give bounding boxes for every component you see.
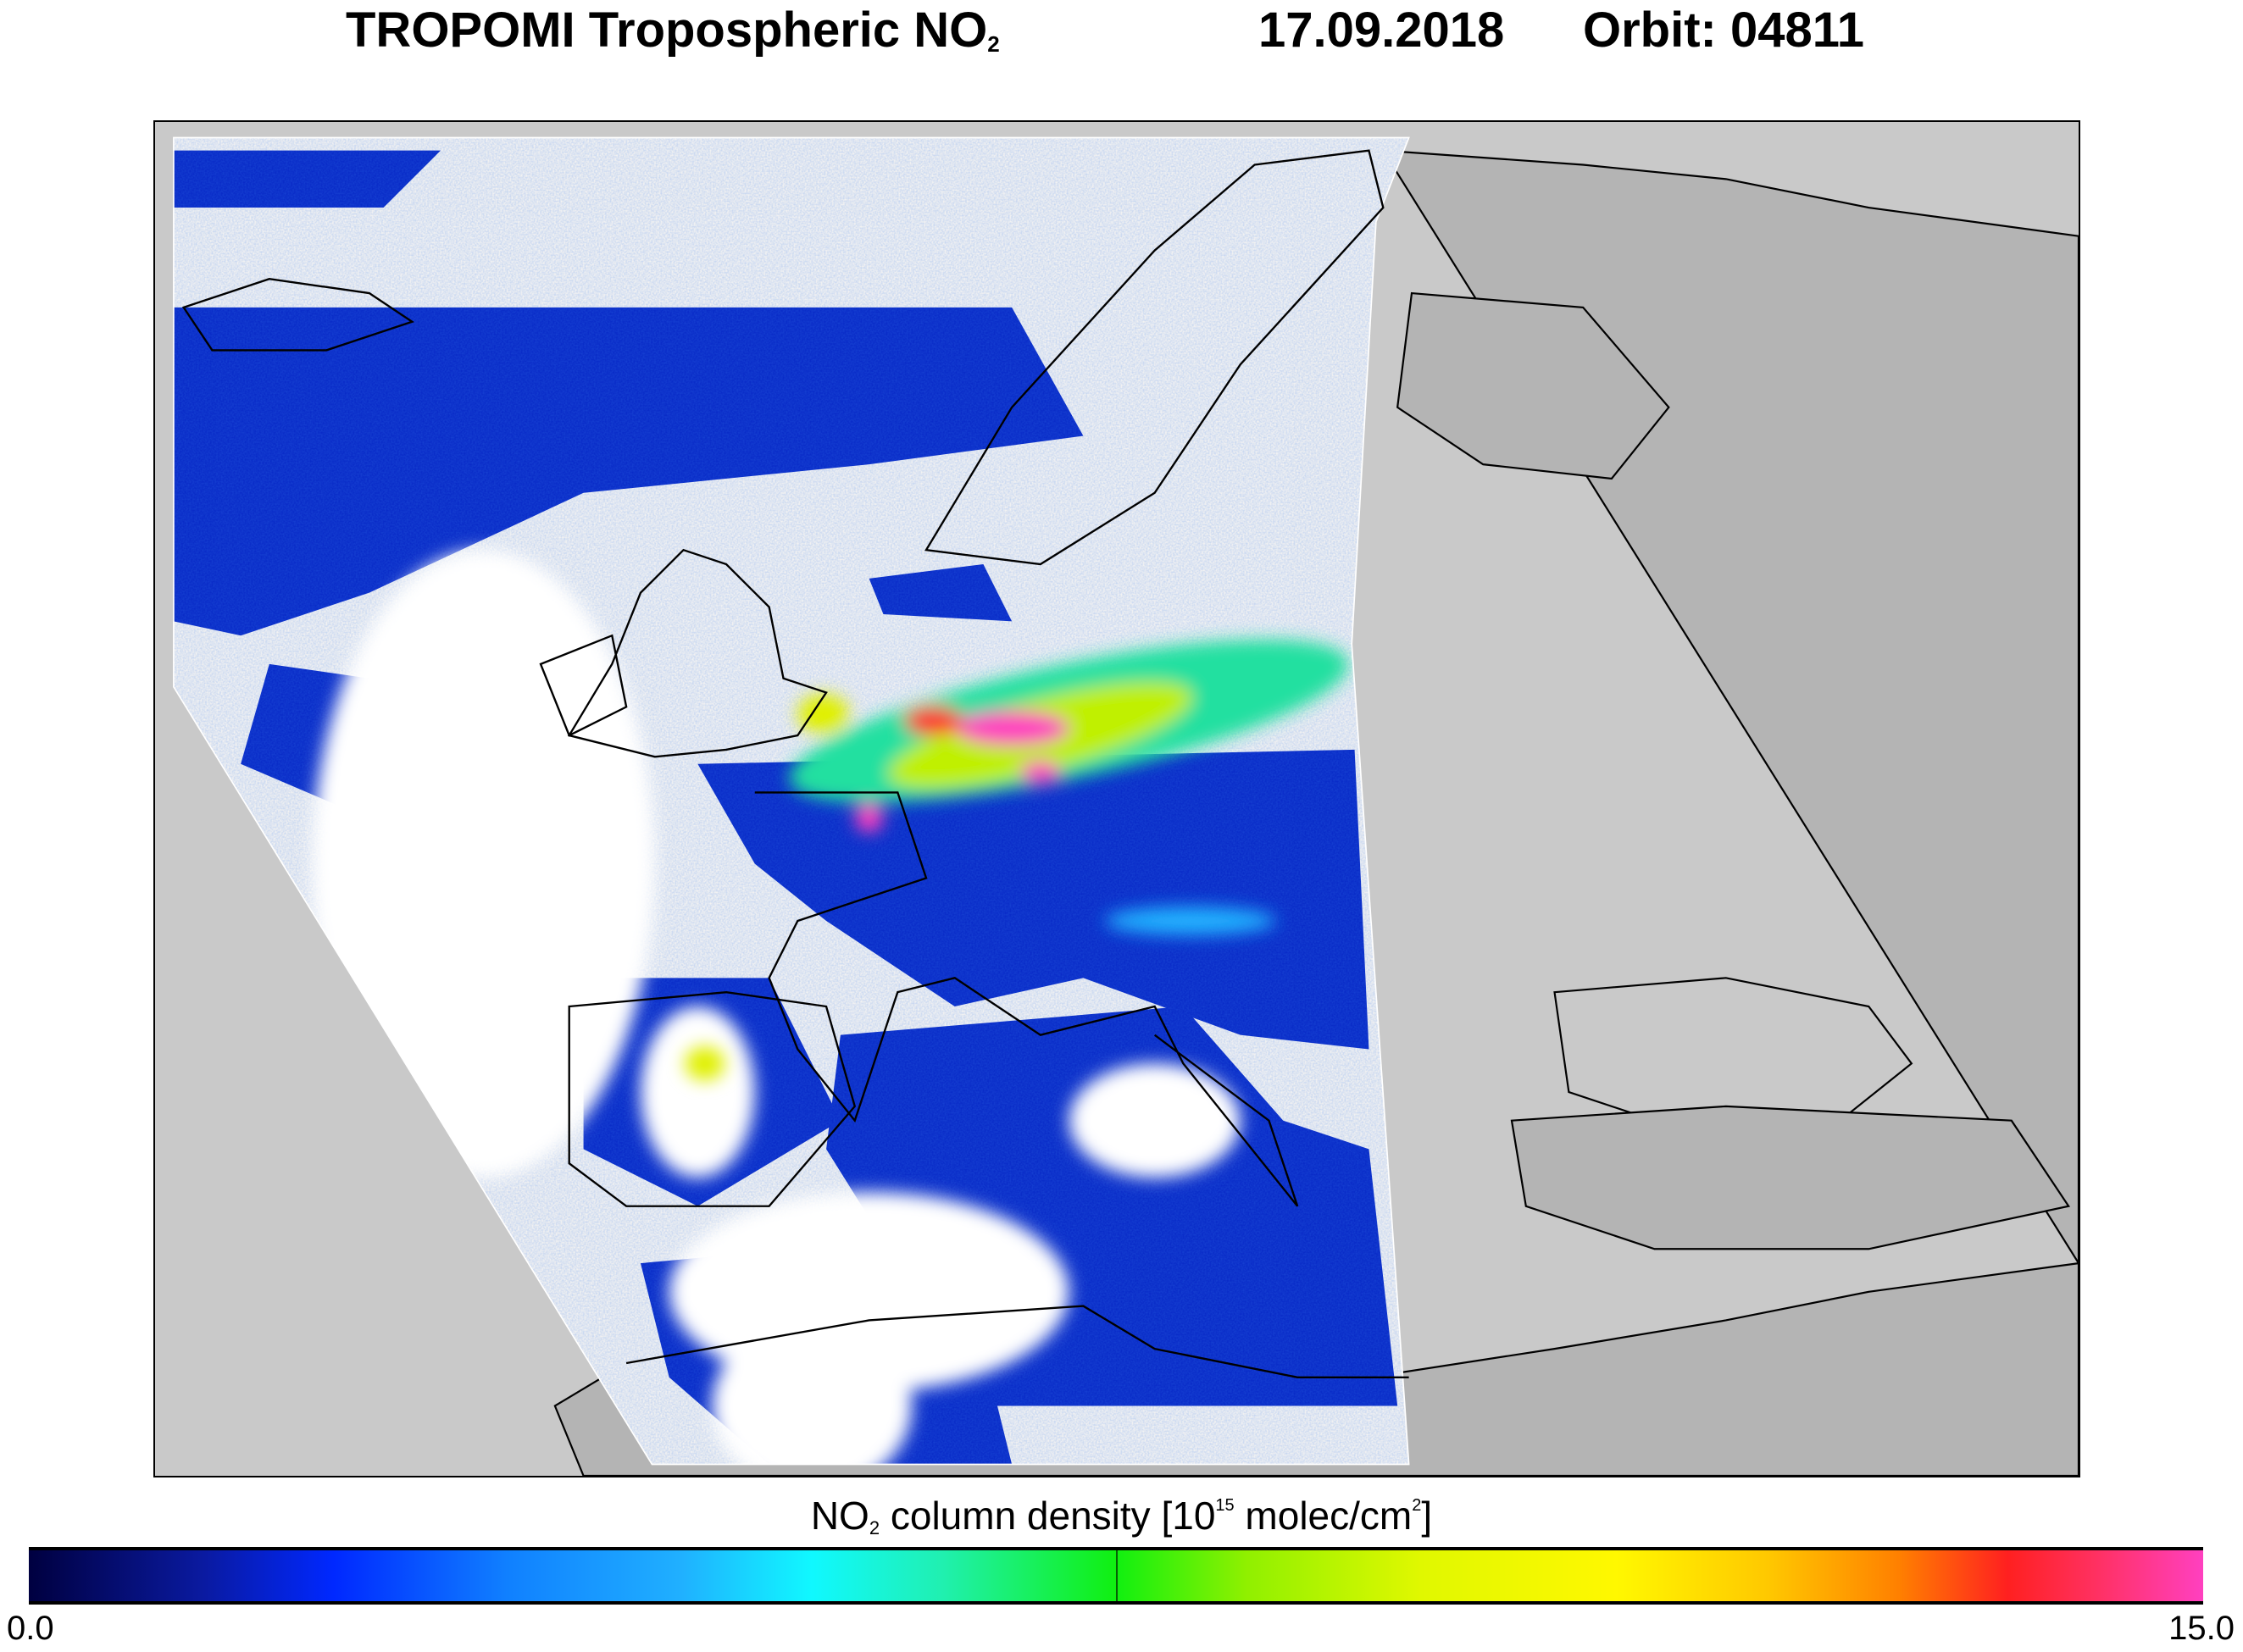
map-title: TROPOMI Tropospheric NO2 xyxy=(346,2,1000,58)
colorbar-label: NO2 column density [1015 molec/cm2] xyxy=(0,1493,2243,1539)
label-unit-sup: 2 xyxy=(1412,1496,1422,1515)
land-layer xyxy=(553,149,2079,1476)
coastlines xyxy=(181,149,1409,1378)
title-subscript: 2 xyxy=(987,31,1000,57)
label-end: ] xyxy=(1421,1494,1433,1538)
colorbar-max-label: 15.0 xyxy=(2168,1610,2235,1647)
label-mid: column density [10 xyxy=(880,1494,1216,1538)
label-unit: molec/cm xyxy=(1234,1494,1413,1538)
map-orbit: Orbit: 04811 xyxy=(1583,3,1865,58)
map-date: 17.09.2018 xyxy=(1258,3,1505,58)
colorbar-min-label: 0.0 xyxy=(7,1610,54,1647)
title-product: TROPOMI Tropospheric NO xyxy=(346,3,988,58)
label-prefix: NO xyxy=(810,1494,869,1538)
no2-hotspots xyxy=(685,640,1349,1081)
label-sub: 2 xyxy=(869,1517,880,1538)
map-canvas xyxy=(173,136,2079,1476)
label-sup: 15 xyxy=(1215,1496,1235,1515)
no2-map xyxy=(153,120,2080,1477)
colorbar xyxy=(29,1547,2203,1605)
colorbar-mid-tick xyxy=(1116,1550,1118,1601)
